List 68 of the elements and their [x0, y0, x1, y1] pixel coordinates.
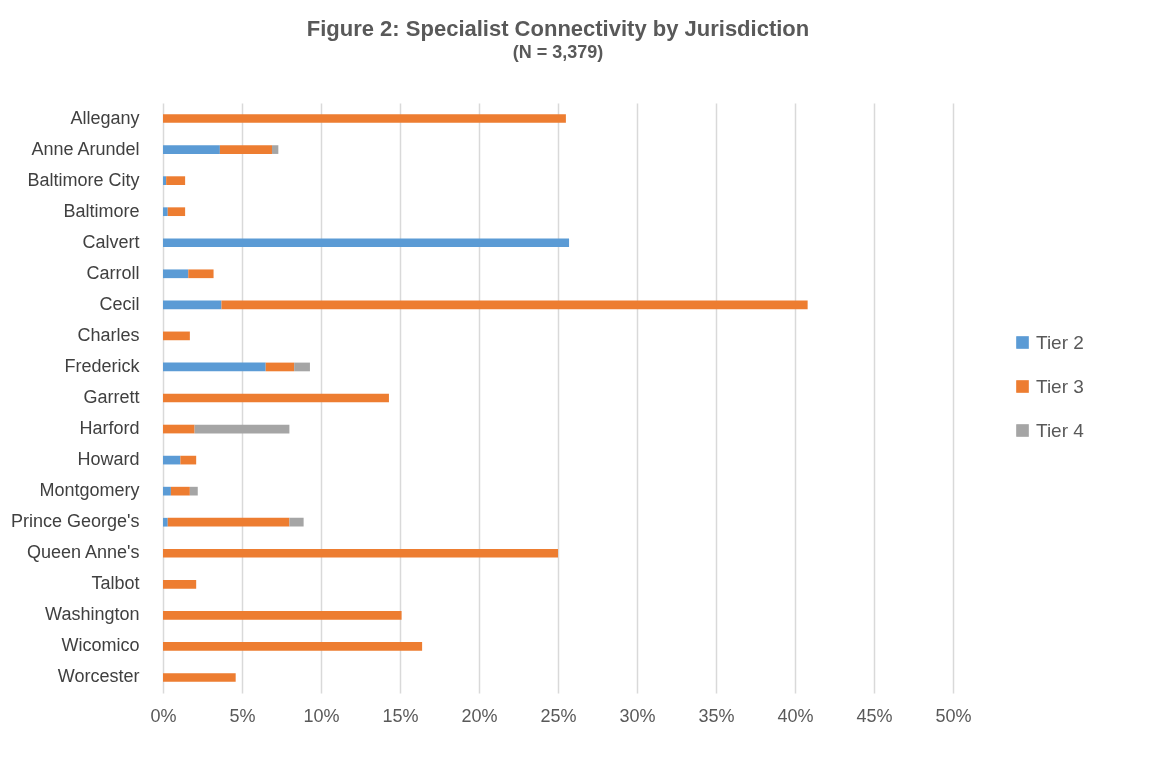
bar — [272, 145, 279, 154]
bar — [166, 176, 186, 185]
bar — [163, 579, 197, 589]
bar — [163, 207, 168, 217]
bar — [167, 517, 290, 527]
bar — [163, 424, 195, 434]
bar — [163, 269, 189, 279]
y-tick-label: Calvert — [82, 231, 140, 252]
x-tick-label: 45% — [856, 705, 893, 726]
y-tick-label: Wicomico — [61, 635, 140, 656]
bar — [163, 145, 220, 154]
chart-title: Figure 2: Specialist Connectivity by Jurisdiction — [306, 16, 810, 41]
bar — [163, 611, 402, 620]
x-tick-label: 40% — [777, 705, 814, 726]
x-tick-label: 20% — [461, 705, 498, 726]
chart-subtitle: (N = 3,379) — [512, 42, 604, 62]
legend-label: Tier 4 — [1036, 419, 1085, 441]
y-tick-label: Montgomery — [39, 480, 140, 501]
y-tick-label: Frederick — [64, 355, 141, 376]
bar — [163, 114, 566, 123]
legend-label: Tier 2 — [1036, 331, 1084, 353]
x-tick-label: 0% — [150, 705, 177, 726]
y-tick-label: Baltimore — [63, 200, 140, 221]
bar — [221, 300, 808, 310]
x-tick-label: 50% — [935, 705, 972, 726]
y-tick-label: Garrett — [83, 387, 140, 407]
y-tick-label: Washington — [45, 604, 140, 625]
x-tick-label: 10% — [303, 705, 340, 726]
bar — [163, 393, 389, 403]
bar — [163, 642, 423, 651]
bar — [170, 486, 190, 496]
bar — [163, 517, 168, 527]
bar — [163, 455, 181, 465]
bar — [163, 331, 190, 341]
x-tick-label: 35% — [698, 705, 735, 726]
bar — [163, 176, 167, 185]
bar — [167, 207, 186, 217]
y-tick-label: Talbot — [91, 573, 140, 594]
bar — [163, 673, 236, 682]
bar — [189, 486, 198, 496]
y-tick-label: Howard — [77, 449, 140, 470]
y-tick-label: Prince George's — [11, 511, 140, 532]
y-tick-label: Baltimore City — [27, 169, 140, 190]
bar — [163, 300, 222, 310]
y-tick-label: Worcester — [57, 666, 140, 687]
bar — [163, 548, 558, 558]
y-tick-label: Allegany — [70, 107, 140, 128]
y-tick-label: Cecil — [99, 293, 140, 314]
bar — [219, 145, 273, 154]
legend-label: Tier 3 — [1036, 375, 1084, 397]
bar — [294, 362, 310, 372]
bar — [289, 517, 304, 527]
y-tick-label: Charles — [77, 324, 140, 345]
bar — [194, 424, 290, 434]
x-tick-label: 25% — [540, 705, 577, 726]
y-tick-label: Anne Arundel — [31, 138, 140, 159]
bar — [163, 238, 570, 248]
x-tick-label: 5% — [229, 705, 256, 726]
bar — [163, 486, 171, 496]
x-tick-label: 15% — [382, 705, 419, 726]
bar — [163, 362, 266, 372]
x-tick-label: 30% — [619, 705, 656, 726]
y-tick-label: Queen Anne's — [26, 542, 140, 563]
bar — [180, 455, 197, 465]
y-tick-label: Harford — [79, 418, 140, 439]
y-tick-label: Carroll — [86, 262, 140, 283]
bar — [188, 269, 214, 279]
bar — [265, 362, 295, 372]
